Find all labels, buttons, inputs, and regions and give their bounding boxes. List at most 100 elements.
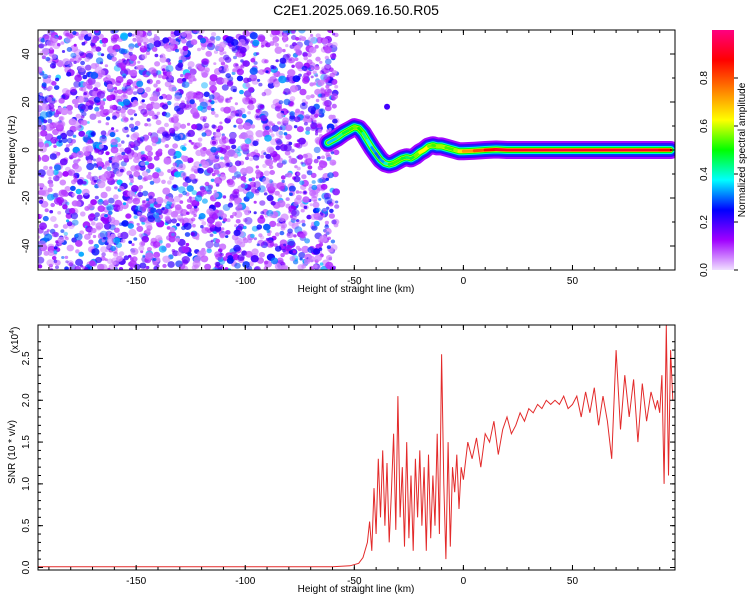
noise-mark <box>166 75 175 83</box>
noise-mark <box>273 81 280 88</box>
noise-mark <box>158 245 167 253</box>
noise-mark <box>92 158 97 162</box>
noise-mark <box>165 65 174 73</box>
noise-mark <box>191 210 195 214</box>
noise-mark <box>325 58 332 65</box>
noise-mark <box>317 123 322 128</box>
noise-mark <box>111 156 120 164</box>
noise-mark <box>234 160 242 167</box>
noise-mark <box>310 75 314 79</box>
noise-mark <box>227 202 234 208</box>
noise-mark <box>295 245 301 250</box>
noise-mark <box>108 197 115 204</box>
noise-mark <box>101 252 106 257</box>
noise-mark <box>116 106 122 111</box>
noise-mark <box>219 51 224 56</box>
snr-multiplier-base: (x10 <box>10 333 21 353</box>
noise-mark <box>192 223 196 228</box>
noise-mark <box>71 139 76 144</box>
noise-mark <box>290 218 296 223</box>
noise-mark <box>95 222 104 230</box>
noise-mark <box>130 179 134 184</box>
noise-mark <box>193 145 199 150</box>
noise-mark <box>100 191 108 199</box>
noise-mark <box>89 260 96 267</box>
noise-mark <box>329 159 337 166</box>
noise-mark <box>278 194 283 198</box>
noise-mark <box>147 215 155 223</box>
noise-mark <box>283 98 291 106</box>
noise-mark <box>57 236 65 243</box>
noise-mark <box>225 162 230 167</box>
noise-mark <box>215 44 223 51</box>
noise-mark <box>288 58 292 61</box>
noise-mark <box>290 209 297 216</box>
noise-mark <box>210 107 215 112</box>
noise-mark <box>300 208 305 213</box>
noise-mark <box>255 115 260 119</box>
noise-mark <box>293 125 298 129</box>
noise-mark <box>38 227 44 234</box>
noise-mark <box>39 190 47 196</box>
noise-mark <box>93 179 97 183</box>
noise-mark <box>151 46 158 52</box>
noise-mark <box>111 162 120 170</box>
noise-mark <box>331 79 337 85</box>
noise-mark <box>253 211 257 215</box>
noise-mark <box>279 135 283 139</box>
noise-mark <box>178 163 186 171</box>
noise-mark <box>127 108 135 116</box>
noise-mark <box>186 185 194 192</box>
noise-mark <box>94 106 100 112</box>
noise-mark <box>182 45 189 52</box>
noise-mark <box>180 145 186 150</box>
noise-mark <box>235 219 241 224</box>
noise-mark <box>137 191 144 198</box>
noise-mark <box>113 194 119 200</box>
noise-mark <box>153 35 160 42</box>
noise-mark <box>54 85 60 90</box>
noise-mark <box>52 175 60 182</box>
noise-mark <box>263 192 268 196</box>
noise-mark <box>242 30 250 37</box>
noise-mark <box>284 150 291 156</box>
svg-text:0.0: 0.0 <box>21 560 32 574</box>
noise-mark <box>38 118 45 126</box>
noise-mark <box>191 124 198 130</box>
noise-mark <box>74 99 80 104</box>
noise-mark <box>193 213 197 218</box>
noise-mark <box>293 201 299 207</box>
noise-mark <box>240 59 244 63</box>
noise-mark <box>319 60 323 64</box>
noise-mark <box>209 74 218 82</box>
noise-mark <box>329 72 336 78</box>
noise-mark <box>165 59 170 63</box>
noise-mark <box>206 248 212 254</box>
noise-mark <box>206 150 212 155</box>
noise-mark <box>165 94 173 101</box>
noise-mark <box>290 205 295 209</box>
noise-mark <box>40 38 46 43</box>
noise-mark <box>137 60 141 64</box>
noise-mark <box>276 112 284 119</box>
noise-mark <box>277 200 286 208</box>
noise-mark <box>201 221 207 226</box>
noise-mark <box>276 182 285 190</box>
svg-text:2.5: 2.5 <box>21 351 32 365</box>
noise-mark <box>220 227 225 231</box>
noise-mark <box>38 43 45 49</box>
noise-mark <box>219 243 227 250</box>
noise-mark <box>78 65 86 73</box>
noise-mark <box>143 137 148 142</box>
noise-mark <box>186 204 193 210</box>
svg-text:0.8: 0.8 <box>699 71 710 85</box>
noise-mark <box>111 166 116 170</box>
svg-text:0.0: 0.0 <box>699 263 710 277</box>
noise-mark <box>66 71 72 77</box>
noise-mark <box>252 154 260 161</box>
noise-mark <box>333 149 340 156</box>
noise-mark <box>134 85 139 89</box>
noise-mark <box>299 180 305 186</box>
noise-mark <box>233 188 240 195</box>
noise-mark <box>234 201 239 206</box>
